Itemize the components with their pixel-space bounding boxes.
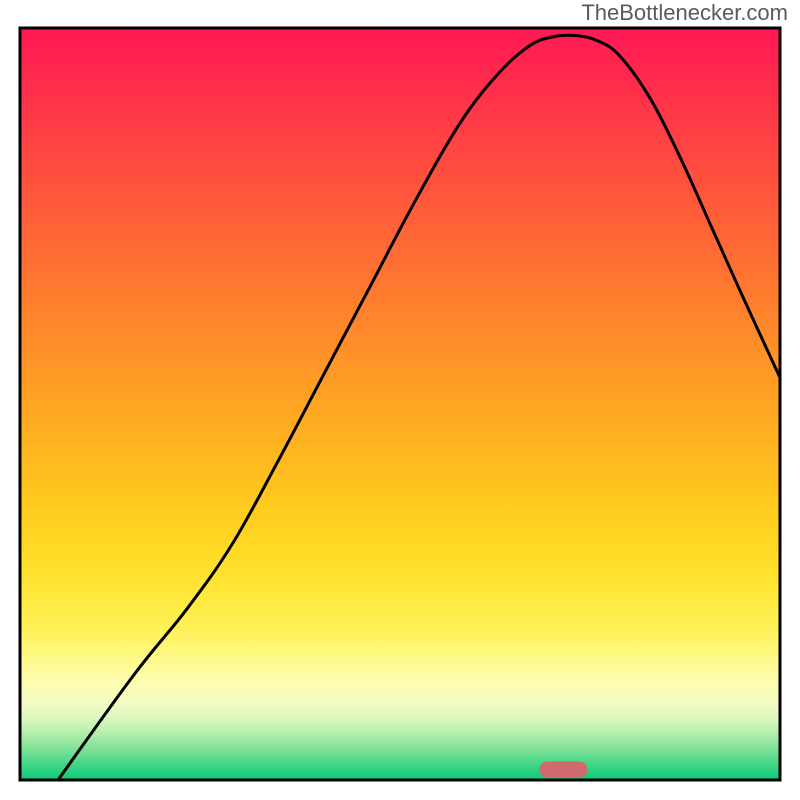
- optimal-marker: [539, 761, 587, 777]
- chart-svg: TheBottlenecker.com: [0, 0, 800, 800]
- gradient-background: [20, 28, 780, 780]
- attribution-label: TheBottlenecker.com: [581, 0, 788, 25]
- bottleneck-chart: TheBottlenecker.com: [0, 0, 800, 800]
